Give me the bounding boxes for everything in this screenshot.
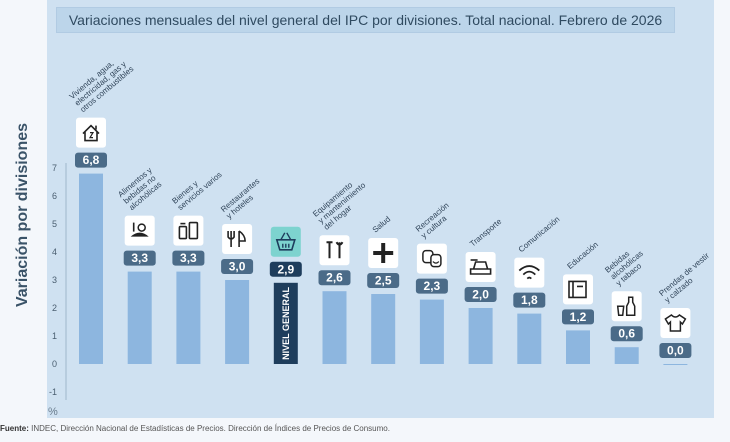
- category-label: Salud: [371, 214, 392, 234]
- value-label-box: [659, 343, 692, 358]
- y-unit-label: %: [48, 406, 58, 418]
- fork-knife-icon: [227, 230, 246, 247]
- category-label: Bebidasalcohólicasy tabaco: [603, 242, 650, 287]
- y-tick-label: 7: [52, 163, 57, 173]
- value-label-box: [464, 287, 497, 302]
- bottle-glass-icon: [616, 296, 636, 316]
- theater-masks-icon: [422, 249, 442, 268]
- category-label: Alimentos ybebidas noalcohólicas: [116, 166, 164, 213]
- icon-box: [514, 257, 545, 288]
- icon-box: [173, 215, 204, 246]
- value-label-box: [318, 270, 351, 286]
- bar-inner-label: NIVEL GENERAL: [281, 286, 291, 359]
- value-label-box: [415, 278, 448, 294]
- y-tick-label: -1: [49, 387, 57, 397]
- y-tick-label: 0: [52, 359, 57, 369]
- y-tick-label: 5: [52, 219, 57, 229]
- category-label: Equipamientoy mantenimientodel hogar: [311, 174, 373, 232]
- value-label-box: [123, 250, 156, 266]
- value-label: 2,0: [472, 288, 489, 302]
- value-label: 0,0: [667, 344, 684, 358]
- tshirt-icon: [664, 314, 687, 332]
- category-label: Comunicación: [517, 215, 562, 254]
- category-label: Recreacióny cultura: [414, 201, 456, 240]
- value-label: 3,3: [131, 251, 148, 265]
- icon-box: [660, 308, 691, 338]
- bar: [663, 364, 688, 365]
- bottles-icon: [178, 221, 199, 240]
- basket-icon: [275, 232, 296, 251]
- category-label: Educación: [566, 240, 600, 271]
- source-text: INDEC, Dirección Nacional de Estadística…: [31, 424, 390, 433]
- category-label: Vivienda, agua,electricidad, gas yotros …: [68, 51, 136, 114]
- value-label: 3,3: [180, 251, 197, 265]
- value-label: 2,9: [277, 262, 294, 276]
- value-label-box: [172, 250, 205, 266]
- value-label-box: [221, 259, 254, 274]
- value-label-box: [367, 273, 400, 288]
- source-note: Fuente: INDEC, Dirección Nacional de Est…: [0, 424, 390, 433]
- plus-cross-icon: [373, 243, 394, 263]
- category-label: Bienes yservicios varios: [170, 164, 223, 213]
- bar: [614, 347, 639, 364]
- value-label: 1,2: [570, 310, 587, 324]
- value-label: 2,3: [424, 279, 441, 293]
- value-label: 2,6: [326, 271, 343, 285]
- house-icon: [82, 124, 100, 142]
- bar: [517, 313, 542, 364]
- category-label: Prendas de vestiry calzado: [657, 251, 716, 305]
- bar: [273, 282, 298, 364]
- source-label: Fuente:: [0, 424, 29, 433]
- bar: [566, 330, 590, 364]
- food-icon: [130, 222, 149, 237]
- book-icon: [568, 280, 587, 299]
- value-label-box: [562, 309, 594, 325]
- value-label: 1,8: [521, 293, 538, 307]
- y-tick-label: 4: [52, 247, 57, 257]
- value-label-box: [75, 152, 107, 168]
- tools-icon: [326, 241, 344, 259]
- bar: [468, 308, 493, 364]
- y-tick-label: 2: [52, 303, 57, 313]
- y-tick-label: 1: [52, 331, 57, 341]
- bar: [176, 271, 201, 364]
- icon-box: [222, 224, 253, 254]
- value-label-box: [610, 326, 643, 342]
- bar: [371, 294, 396, 364]
- y-tick-label: 3: [52, 275, 57, 285]
- icon-box: [465, 252, 496, 282]
- value-label: 3,0: [229, 260, 246, 274]
- bar: [79, 173, 103, 364]
- wifi-icon: [518, 265, 540, 280]
- car-icon: [469, 259, 492, 275]
- value-label: 0,6: [618, 327, 635, 341]
- y-tick-label: 6: [52, 191, 57, 201]
- bar: [419, 299, 444, 364]
- value-label-box: [269, 261, 302, 277]
- icon-box: [270, 226, 301, 257]
- bar: [127, 271, 152, 364]
- category-label: Transporte: [468, 217, 504, 249]
- chart-title: Variaciones mensuales del nivel general …: [56, 7, 675, 33]
- icon-box: [563, 274, 593, 305]
- value-label: 6,8: [83, 153, 100, 167]
- value-label-box: [513, 292, 546, 308]
- value-label: 2,5: [375, 274, 392, 288]
- bar: [322, 291, 347, 364]
- category-label: Restaurantesy hoteles: [219, 177, 267, 221]
- icon-box: [319, 235, 350, 266]
- bar: [225, 280, 250, 364]
